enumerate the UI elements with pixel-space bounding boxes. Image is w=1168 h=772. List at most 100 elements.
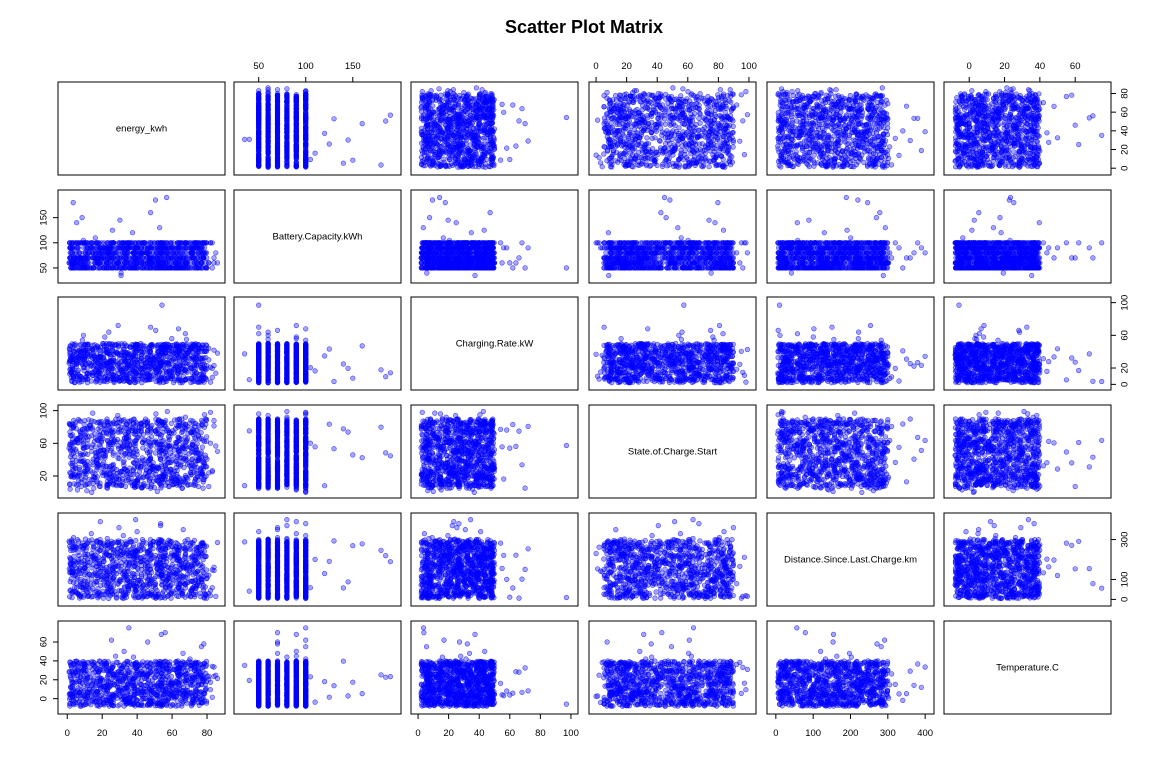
data-point (275, 135, 280, 140)
data-point (491, 98, 496, 103)
data-point (266, 141, 271, 146)
data-point (266, 113, 271, 118)
data-point (285, 93, 290, 98)
points-group (419, 86, 569, 170)
data-point (425, 116, 430, 121)
data-point (285, 144, 290, 149)
data-point (484, 151, 489, 156)
data-point (480, 87, 485, 92)
data-point (303, 147, 308, 152)
data-point (485, 118, 490, 123)
data-point (294, 97, 299, 102)
data-point (434, 95, 439, 100)
data-point (466, 124, 471, 129)
data-point (452, 104, 457, 109)
data-point (517, 119, 522, 124)
data-point (473, 164, 478, 169)
data-point (474, 86, 479, 91)
data-point (459, 135, 464, 140)
data-point (247, 137, 252, 142)
data-point (294, 116, 299, 121)
data-point (275, 127, 280, 132)
data-point (466, 150, 471, 155)
data-point (332, 117, 337, 122)
data-point (462, 163, 467, 168)
data-point (294, 146, 299, 151)
data-point (475, 126, 480, 131)
data-point (439, 161, 444, 166)
data-point (472, 130, 477, 135)
data-point (294, 136, 299, 141)
data-point (483, 92, 488, 97)
data-point (489, 115, 494, 120)
data-point (478, 129, 483, 134)
data-point (341, 161, 346, 166)
data-point (473, 102, 478, 107)
data-point (462, 156, 467, 161)
data-point (303, 153, 308, 158)
points-group (242, 86, 392, 170)
data-point (457, 93, 462, 98)
data-point (266, 103, 271, 108)
data-point (420, 151, 425, 156)
data-point (322, 131, 327, 136)
data-point (474, 140, 479, 145)
data-point (444, 126, 449, 131)
data-point (303, 116, 308, 121)
data-point (484, 157, 489, 162)
data-point (419, 141, 424, 146)
scatter-panel-0-2 (411, 82, 578, 175)
data-point (303, 105, 308, 110)
data-point (501, 110, 506, 115)
data-point (447, 152, 452, 157)
data-point (492, 108, 497, 113)
data-point (451, 87, 456, 92)
data-point (434, 141, 439, 146)
data-point (388, 113, 393, 118)
data-point (266, 122, 271, 127)
data-point (285, 87, 290, 92)
data-point (383, 119, 388, 124)
data-point (492, 162, 497, 167)
scatter-panel-0-1 (234, 82, 401, 175)
data-point (478, 117, 483, 122)
data-point (346, 138, 351, 143)
data-point (285, 102, 290, 107)
data-point (275, 87, 280, 92)
data-point (482, 126, 487, 131)
data-point (351, 158, 356, 163)
data-point (285, 116, 290, 121)
data-point (437, 87, 442, 92)
data-point (256, 95, 261, 100)
data-point (303, 141, 308, 146)
data-point (434, 123, 439, 128)
diagonal-panel-energy_kwh: energy_kwh (58, 82, 225, 175)
data-point (256, 152, 261, 157)
data-point (483, 100, 488, 105)
data-point (285, 109, 290, 114)
data-point (420, 133, 425, 138)
data-point (511, 103, 516, 108)
data-point (379, 163, 384, 168)
data-point (482, 107, 487, 112)
data-point (266, 159, 271, 164)
data-point (671, 86, 676, 91)
data-point (426, 145, 431, 150)
data-point (447, 107, 452, 112)
data-point (457, 131, 462, 136)
data-point (443, 164, 448, 169)
data-point (294, 131, 299, 136)
data-point (439, 128, 444, 133)
data-point (454, 116, 459, 121)
data-point (461, 127, 466, 132)
data-point (468, 160, 473, 165)
data-point (303, 128, 308, 133)
data-point (697, 116, 702, 121)
data-point (444, 131, 449, 136)
scatter-panel-0-3 (589, 82, 756, 175)
data-point (508, 157, 513, 162)
data-point (327, 142, 332, 147)
data-point (449, 161, 454, 166)
data-point (285, 123, 290, 128)
data-point (419, 116, 424, 121)
